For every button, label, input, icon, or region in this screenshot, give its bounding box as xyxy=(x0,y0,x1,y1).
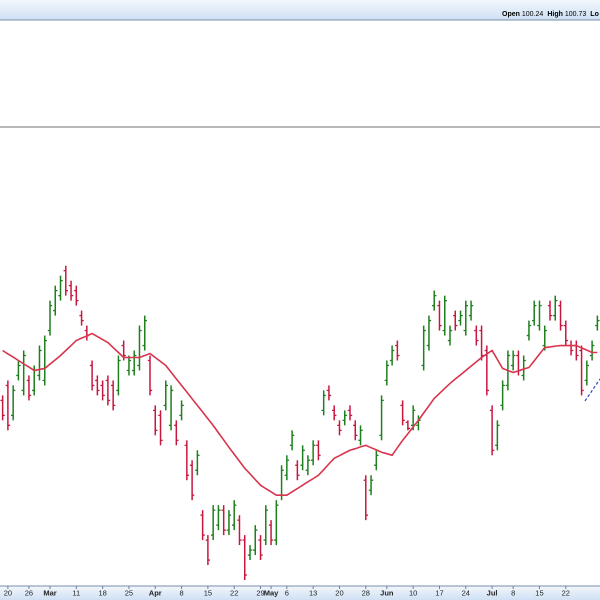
x-tick-label: 13 xyxy=(309,588,317,597)
x-tick-label: 8 xyxy=(511,588,515,597)
readout-label: High xyxy=(547,11,563,18)
x-tick-label: 20 xyxy=(335,588,343,597)
price-pane xyxy=(0,128,600,585)
date-axis-bar xyxy=(0,586,600,600)
x-tick-label: 8 xyxy=(179,588,183,597)
readout-value: 100.73 xyxy=(565,11,587,18)
readout-value: 100.24 xyxy=(522,11,544,18)
x-tick-label: Mar xyxy=(43,588,56,597)
trend-line xyxy=(584,378,600,402)
x-tick-label: 22 xyxy=(230,588,238,597)
x-tick-label: 15 xyxy=(204,588,212,597)
x-tick-label: 25 xyxy=(125,588,133,597)
x-tick-label: 22 xyxy=(562,588,570,597)
x-tick-label: 15 xyxy=(535,588,543,597)
x-tick-label: 6 xyxy=(285,588,289,597)
x-tick-label: 17 xyxy=(435,588,443,597)
upper-pane xyxy=(0,21,600,127)
x-tick-label: 28 xyxy=(362,588,370,597)
x-tick-label: Apr xyxy=(149,588,162,597)
x-tick-label: 24 xyxy=(462,588,470,597)
x-tick-label: 18 xyxy=(98,588,106,597)
x-tick-label: Jul xyxy=(487,588,498,597)
x-tick-label: May xyxy=(264,588,279,597)
x-tick-label: 29 xyxy=(256,588,264,597)
price-readout: Open 100.24 High 100.73 Lo xyxy=(502,11,599,18)
x-tick-label: 20 xyxy=(4,588,12,597)
moving-average xyxy=(2,332,598,496)
x-tick-label: 10 xyxy=(409,588,417,597)
x-tick-label: 11 xyxy=(72,588,80,597)
x-tick-label: 26 xyxy=(25,588,33,597)
readout-label: Open xyxy=(502,11,520,18)
header-bar xyxy=(0,0,600,20)
x-tick-label: Jun xyxy=(380,588,394,597)
readout-label: Lo xyxy=(590,11,599,18)
